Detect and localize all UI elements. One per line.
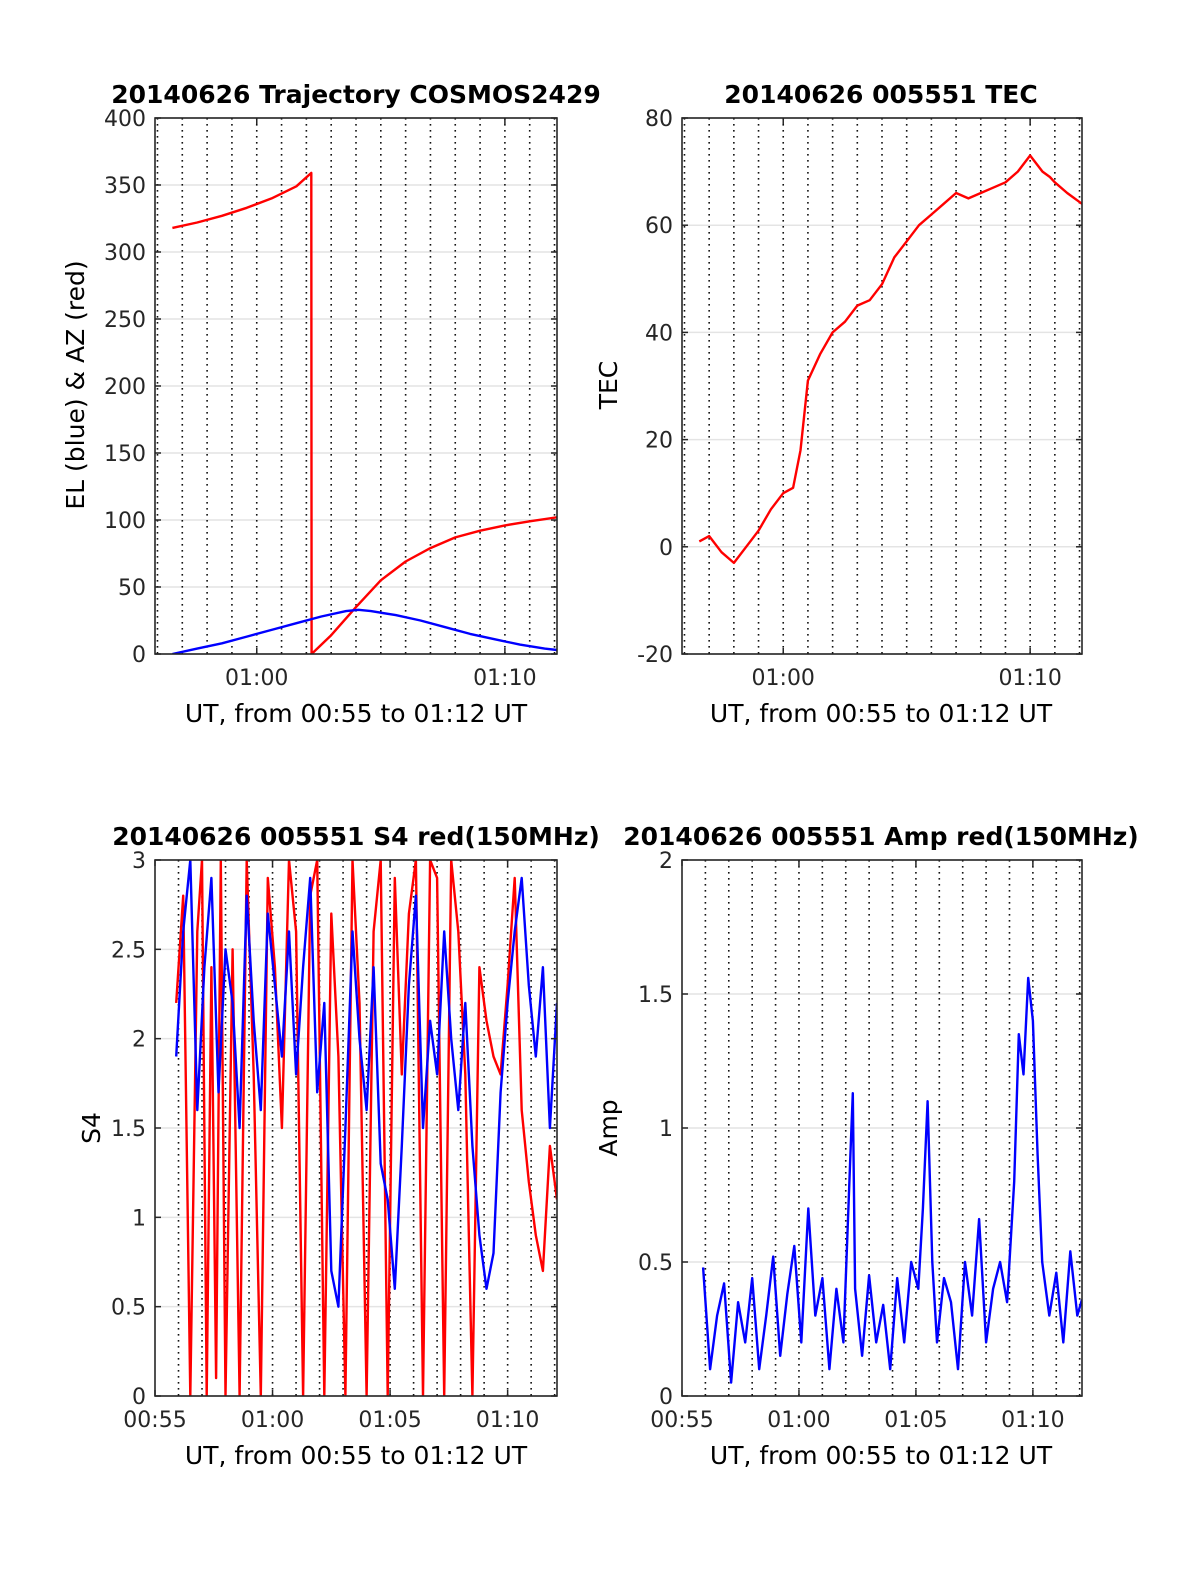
y-tick-label: 1 [659, 1117, 673, 1142]
y-tick-label: 2.5 [111, 938, 146, 963]
y-tick-label: 0 [659, 536, 673, 561]
plot-area: -20 0 20 40 60 80 01:00 01:10 [637, 107, 1083, 691]
y-tick-label: 1 [132, 1206, 146, 1231]
y-tick-label: 200 [104, 375, 146, 400]
x-tick-label: 01:10 [473, 666, 536, 691]
x-tick-label: 01:10 [1001, 1408, 1064, 1433]
x-tick-label: 01:00 [767, 1408, 830, 1433]
y-tick-label: 80 [645, 107, 673, 132]
x-axis-label: UT, from 00:55 to 01:12 UT [185, 1441, 528, 1470]
chart-title: 20140626 005551 S4 red(150MHz) [112, 822, 600, 851]
series-line-0 [175, 860, 557, 1396]
y-tick-label: 350 [104, 174, 146, 199]
y-tick-label: 3 [132, 849, 146, 874]
y-tick-label: 100 [104, 509, 146, 534]
y-tick-label: -20 [637, 643, 673, 668]
chart-title: 20140626 005551 Amp red(150MHz) [623, 822, 1139, 851]
chart-title: 20140626 Trajectory COSMOS2429 [111, 80, 601, 109]
y-tick-label: 0.5 [111, 1296, 146, 1321]
y-tick-label: 0 [132, 1385, 146, 1410]
y-tick-label: 0 [132, 643, 146, 668]
x-tick-label: 01:10 [476, 1408, 539, 1433]
x-tick-label: 01:00 [752, 666, 815, 691]
plot-area: 0 0.5 1 1.5 2 2.5 3 00:55 01:00 01:05 01:10 [111, 849, 558, 1433]
tec-panel: 20140626 005551 TEC UT, from 00:55 to 01… [594, 80, 1083, 728]
x-axis-label: UT, from 00:55 to 01:12 UT [710, 1441, 1053, 1470]
x-tick-label: 00:55 [123, 1408, 186, 1433]
y-tick-label: 0 [659, 1385, 673, 1410]
y-axis-label: TEC [594, 361, 623, 411]
x-tick-label: 00:55 [650, 1408, 713, 1433]
x-axis-label: UT, from 00:55 to 01:12 UT [185, 699, 528, 728]
plot-area: 0 50 100 150 200 250 300 350 400 01:00 01:10 [104, 107, 558, 691]
y-tick-label: 1.5 [638, 983, 673, 1008]
series-line-0 [698, 154, 1082, 565]
trajectory-panel: 20140626 Trajectory COSMOS2429 UT, from … [61, 80, 601, 728]
y-tick-label: 60 [645, 214, 673, 239]
plot-area: 0 0.5 1 1.5 2 00:55 01:00 01:05 01:10 [638, 849, 1083, 1433]
chart-title: 20140626 005551 TEC [724, 80, 1037, 109]
y-tick-label: 50 [118, 576, 146, 601]
x-tick-label: 01:00 [225, 666, 288, 691]
amp-panel: 20140626 005551 Amp red(150MHz) UT, from… [594, 822, 1139, 1470]
y-tick-label: 2 [659, 849, 673, 874]
series-line-1 [175, 860, 557, 1308]
y-tick-label: 20 [645, 429, 673, 454]
x-tick-label: 01:00 [241, 1408, 304, 1433]
series-line-1 [172, 608, 557, 654]
y-tick-label: 1.5 [111, 1117, 146, 1142]
y-tick-label: 150 [104, 442, 146, 467]
y-axis-label: EL (blue) & AZ (red) [61, 260, 90, 509]
y-axis-label: Amp [594, 1099, 623, 1156]
y-tick-label: 300 [104, 241, 146, 266]
x-tick-label: 01:10 [998, 666, 1061, 691]
axes-box [681, 117, 1083, 655]
s4-panel: 20140626 005551 S4 red(150MHz) UT, from … [77, 822, 600, 1470]
x-tick-label: 01:05 [884, 1408, 947, 1433]
y-axis-label: S4 [77, 1112, 106, 1144]
series-line-0 [701, 976, 1082, 1384]
y-tick-label: 2 [132, 1028, 146, 1053]
x-tick-label: 01:05 [358, 1408, 421, 1433]
series-line-0 [172, 171, 557, 654]
x-axis-label: UT, from 00:55 to 01:12 UT [710, 699, 1053, 728]
y-tick-label: 40 [645, 321, 673, 346]
y-tick-label: 250 [104, 308, 146, 333]
y-tick-label: 0.5 [638, 1251, 673, 1276]
y-tick-label: 400 [104, 107, 146, 132]
